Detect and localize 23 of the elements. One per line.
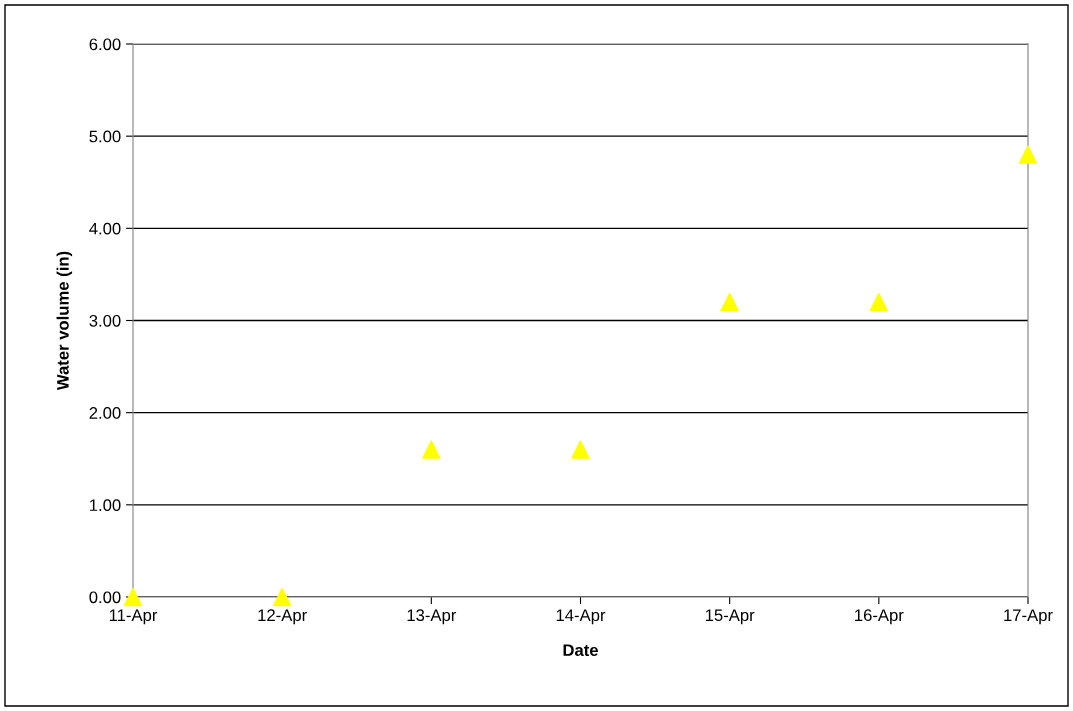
point: [123, 587, 143, 607]
y-tick-label: 5.00: [89, 130, 121, 143]
point: [1018, 145, 1038, 164]
y-axis-title: Water volume (in): [56, 251, 73, 391]
point: [869, 292, 889, 312]
y-tick-label: 4.00: [89, 222, 121, 235]
x-tick-label: 13-Apr: [407, 609, 457, 625]
x-tick-label: 17-Apr: [1004, 609, 1053, 625]
x-tick-label: 11-Apr: [109, 609, 158, 625]
point: [272, 587, 292, 607]
x-tick-label: 16-Apr: [855, 609, 904, 625]
x-tick-label: 15-Apr: [705, 609, 755, 625]
y-tick-label: 1.00: [90, 499, 121, 512]
point: [720, 292, 739, 312]
x-axis-title: Date: [563, 644, 598, 657]
y-tick-label: 6.00: [89, 38, 121, 51]
y-tick-label: 3.00: [89, 314, 121, 327]
y-tick-label: 2.00: [89, 407, 121, 419]
x-tick-label: 12-Apr: [258, 609, 307, 625]
point: [571, 440, 590, 459]
x-tick-label: 14-Apr: [556, 609, 606, 625]
y-tick-label: 0.00: [89, 591, 121, 604]
point: [422, 440, 441, 459]
